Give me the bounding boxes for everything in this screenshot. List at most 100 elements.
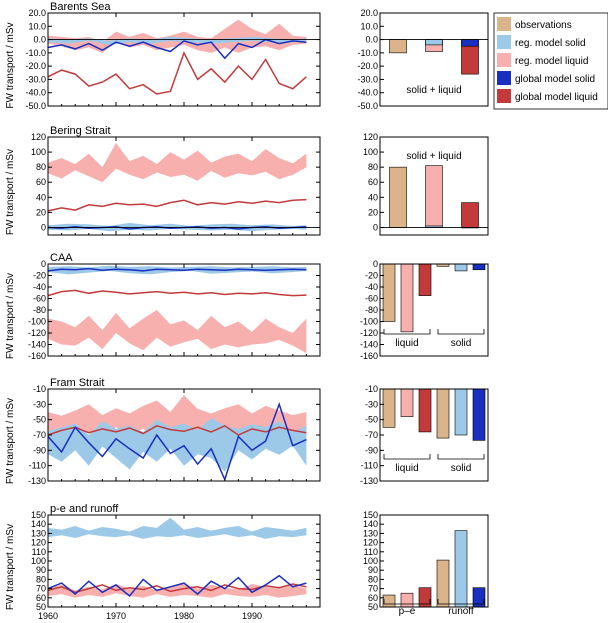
bar-global-liquid <box>418 263 432 296</box>
y-tick-label: -80 <box>33 305 46 315</box>
y-tick-label: 140 <box>31 519 46 529</box>
bar-reg-solid <box>454 388 468 436</box>
bar-panel-3: -130 -110 -90 -70 -50 -30 -10 liquid solid <box>360 384 489 486</box>
y-tick-label: 70 <box>36 584 46 594</box>
bar-y-tick-label: -20 <box>365 271 378 281</box>
bar-y-tick-label: 90 <box>368 565 378 575</box>
bar-y-tick-label: -100 <box>360 317 378 327</box>
y-axis-label: FW transport / mSv <box>5 273 16 359</box>
bar-reg-liquid <box>400 592 414 608</box>
y-tick-label: 0 <box>41 259 46 269</box>
legend-label: global model solid <box>515 74 595 85</box>
bar-global-solid <box>461 39 479 47</box>
bar-observations <box>389 166 407 228</box>
y-tick-label: -140 <box>28 340 46 350</box>
bar-panel-0: -50.0 -40.0 -30.0 -20.0 -10.0 0.0 10.0 20.0 soli… <box>357 8 489 111</box>
bar-annotation: solid + liquid <box>406 85 461 96</box>
y-tick-label: -40 <box>33 282 46 292</box>
legend-swatch-observations <box>497 17 511 31</box>
group-bracket <box>437 599 485 605</box>
y-tick-label: 100 <box>31 147 46 157</box>
bar-global-solid <box>472 388 486 441</box>
y-tick-label: -120 <box>28 328 46 338</box>
y-tick-label: 110 <box>32 547 46 557</box>
legend-label: global model liquid <box>515 92 598 103</box>
legend-swatch-reg-solid <box>497 35 511 49</box>
y-tick-label: 130 <box>31 528 46 538</box>
bar-y-tick-label: 20 <box>368 207 378 217</box>
legend-label: observations <box>515 20 572 31</box>
legend-label: reg. model liquid <box>515 56 588 67</box>
series-band-reg-model-solid <box>48 517 307 539</box>
series-band-reg-model-liquid <box>48 310 307 354</box>
series-line-global-model-liquid <box>47 289 307 297</box>
series-line-global-model-solid <box>47 574 307 598</box>
bar-y-tick-label: -80 <box>365 305 378 315</box>
bar-y-tick-label: -70 <box>365 430 378 440</box>
panel-title: p-e and runoff <box>50 503 119 515</box>
bar-reg-liquid <box>400 263 414 333</box>
bar-y-tick-label: 70 <box>368 584 378 594</box>
axes-frame <box>47 136 321 236</box>
y-tick-label: 100 <box>31 556 46 566</box>
bar-y-tick-label: -20.0 <box>357 61 378 71</box>
group-label: runoff <box>448 606 474 617</box>
bar-annotation: solid + liquid <box>406 151 461 162</box>
bar-observations <box>382 263 396 322</box>
bar-observations <box>389 39 407 54</box>
y-tick-label: 80 <box>36 162 46 172</box>
bar-y-tick-label: 50 <box>368 602 378 612</box>
y-tick-label: -50.0 <box>25 101 46 111</box>
bar-axes-frame <box>379 12 489 107</box>
bar-y-tick-label: 140 <box>363 519 378 529</box>
bar-y-tick-label: 120 <box>363 132 378 142</box>
bar-axes-frame <box>379 136 489 236</box>
group-label: solid <box>451 338 472 349</box>
panel-title: Barents Sea <box>50 1 111 13</box>
y-tick-label: 0.0 <box>33 35 46 45</box>
bar-y-tick-label: -40 <box>365 282 378 292</box>
y-axis-label: FW transport / mSv <box>5 398 16 484</box>
bar-y-tick-label: 60 <box>368 177 378 187</box>
bar-y-tick-label: -50 <box>365 415 378 425</box>
y-tick-label: -30.0 <box>25 74 46 84</box>
y-tick-label: -100 <box>28 317 46 327</box>
series-line-global-model-solid <box>47 402 307 482</box>
y-tick-label: -130 <box>28 476 46 486</box>
bar-y-tick-label: 40 <box>368 192 378 202</box>
bar-y-tick-label: 150 <box>363 510 378 520</box>
bar-y-tick-label: 20.0 <box>360 8 378 18</box>
y-tick-label: 50 <box>36 602 46 612</box>
series-line-global-model-solid <box>47 267 307 272</box>
y-tick-label: -50 <box>33 415 46 425</box>
bar-observations <box>436 388 450 439</box>
bar-panel-1: 0 20 40 60 80 100 120 solid + liquid <box>363 132 489 236</box>
y-tick-label: 120 <box>31 538 46 548</box>
bar-y-tick-label: 120 <box>363 538 378 548</box>
y-tick-label: -40.0 <box>25 88 46 98</box>
legend-swatch-global-liquid <box>497 89 511 103</box>
panel-title: CAA <box>50 252 73 264</box>
x-tick-label: 1960 <box>38 611 58 621</box>
group-bracket <box>437 454 485 460</box>
bar-global-liquid <box>461 202 479 228</box>
bar-y-tick-label: 0.0 <box>365 35 378 45</box>
group-label: liquid <box>395 338 418 349</box>
y-tick-label: 20 <box>36 207 46 217</box>
legend: observations reg. model solid reg. model l… <box>493 12 608 110</box>
y-tick-label: 20.0 <box>28 8 46 18</box>
group-bracket <box>383 329 431 335</box>
legend-label: reg. model solid <box>515 38 586 49</box>
y-tick-label: 60 <box>36 593 46 603</box>
legend-swatch-reg-liquid <box>497 53 511 67</box>
bar-observations <box>436 559 450 608</box>
bar-y-tick-label: -30.0 <box>357 74 378 84</box>
bar-reg-solid <box>454 530 468 608</box>
series-line-global-model-liquid <box>47 51 307 95</box>
series-band-reg-model-solid <box>48 36 307 45</box>
bar-reg-solid <box>425 39 443 46</box>
y-tick-label: -70 <box>33 430 46 440</box>
